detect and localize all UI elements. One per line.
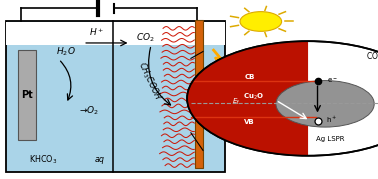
Text: CB: CB <box>244 74 255 80</box>
Text: Cu$_2$O: Cu$_2$O <box>243 92 264 102</box>
Text: $E_\mathrm{f}$: $E_\mathrm{f}$ <box>232 97 240 107</box>
Text: VB: VB <box>244 119 255 125</box>
Bar <box>195 20 203 168</box>
Text: CO$_2$: CO$_2$ <box>366 50 378 63</box>
Text: CH$_3$COOH: CH$_3$COOH <box>135 60 164 103</box>
Wedge shape <box>187 41 308 156</box>
Text: Ag LSPR: Ag LSPR <box>316 136 345 142</box>
Text: h$^+$: h$^+$ <box>326 115 337 125</box>
Circle shape <box>276 81 374 127</box>
Text: aq: aq <box>95 155 105 164</box>
FancyBboxPatch shape <box>18 50 36 140</box>
Bar <box>6 21 225 172</box>
Circle shape <box>240 12 282 31</box>
Text: e$^-$: e$^-$ <box>327 76 338 85</box>
Text: →O$_2$: →O$_2$ <box>79 105 99 117</box>
Circle shape <box>187 41 378 156</box>
Text: H$^+$: H$^+$ <box>89 26 104 38</box>
Bar <box>6 22 225 45</box>
Text: Pt: Pt <box>21 90 33 100</box>
Text: KHCO$_3$: KHCO$_3$ <box>29 153 58 166</box>
Text: H$_2$O: H$_2$O <box>56 46 76 58</box>
Text: CO$_2$: CO$_2$ <box>136 31 155 44</box>
